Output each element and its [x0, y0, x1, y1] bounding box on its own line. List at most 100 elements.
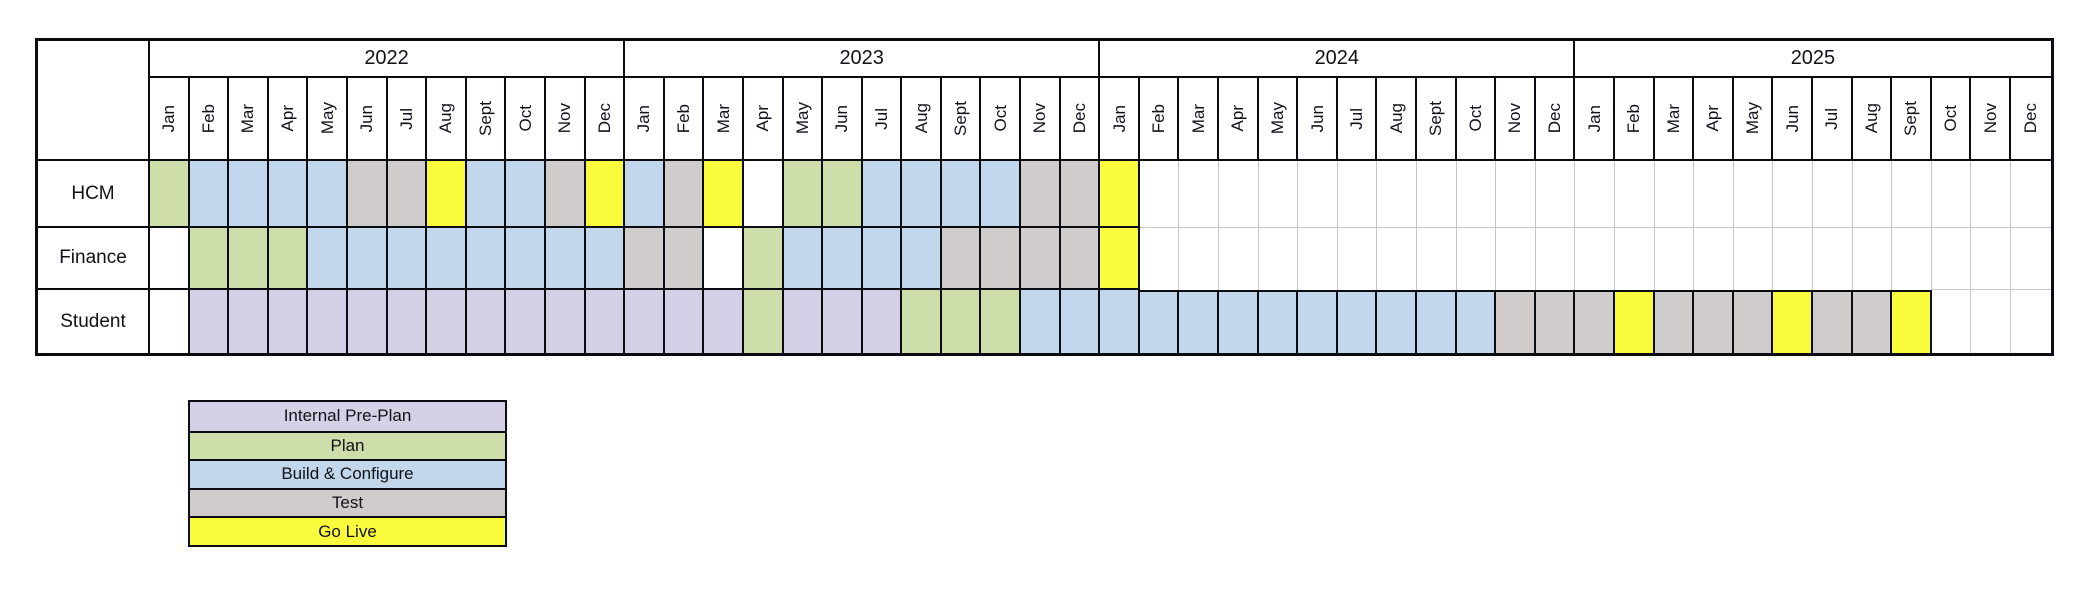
month-header-label: Jun: [832, 104, 852, 133]
gantt-cell: [862, 161, 903, 228]
month-header-jan-2022: Jan: [150, 78, 190, 161]
gantt-cell: [2010, 290, 2051, 353]
month-header-jun-2022: Jun: [347, 78, 388, 161]
month-header-label: Jul: [871, 107, 891, 130]
gantt-cell: [981, 161, 1022, 228]
month-header-apr-2022: Apr: [268, 78, 309, 161]
gantt-cell: [902, 290, 942, 353]
month-header-feb-2025: Feb: [1614, 78, 1655, 161]
gantt-cell: [387, 228, 428, 290]
gantt-cell: [1100, 290, 1140, 353]
gantt-cell: [1258, 161, 1299, 228]
gantt-cell: [1139, 161, 1180, 228]
month-header-label: Jan: [634, 104, 654, 133]
gantt-cell: [1456, 228, 1497, 290]
gantt-cell: [1773, 290, 1813, 353]
gantt-cell: [1733, 290, 1774, 353]
corner-cell: [38, 41, 150, 161]
month-header-label: Oct: [990, 105, 1010, 132]
gantt-cell: [1614, 161, 1655, 228]
gantt-cell: [1258, 228, 1299, 290]
month-header-jun-2025: Jun: [1773, 78, 1813, 161]
gantt-cell: [308, 228, 348, 290]
month-header-label: Sept: [1901, 101, 1921, 136]
gantt-cell: [1812, 228, 1853, 290]
month-header-dec-2023: Dec: [1060, 78, 1101, 161]
gantt-cell: [1496, 161, 1536, 228]
month-header-feb-2024: Feb: [1139, 78, 1180, 161]
gantt-cell: [1694, 228, 1734, 290]
gantt-cell: [2010, 161, 2051, 228]
gantt-cell: [189, 290, 230, 353]
month-header-label: Aug: [911, 103, 931, 134]
gantt-cell: [862, 290, 903, 353]
gantt-cell: [229, 161, 269, 228]
month-header-apr-2025: Apr: [1694, 78, 1734, 161]
month-header-label: Jul: [396, 107, 416, 130]
gantt-cell: [229, 290, 269, 353]
month-header-jan-2023: Jan: [625, 78, 665, 161]
gantt-cell: [150, 228, 190, 290]
gantt-cell: [1852, 290, 1893, 353]
gantt-cell: [743, 290, 784, 353]
gantt-cell: [664, 290, 705, 353]
gantt-cell: [625, 290, 665, 353]
month-header-label: Jan: [1109, 104, 1129, 133]
legend-item-go-live: Go Live: [190, 516, 505, 545]
gantt-cell: [783, 161, 824, 228]
legend-item-label: Internal Pre-Plan: [283, 406, 412, 426]
gantt-cell: [862, 228, 903, 290]
row-label-hcm: HCM: [38, 161, 150, 228]
month-header-may-2024: May: [1258, 78, 1299, 161]
month-header-mar-2022: Mar: [229, 78, 269, 161]
gantt-cell: [1575, 290, 1615, 353]
gantt-cell: [1535, 228, 1576, 290]
gantt-table: 2022 2023 2024 2025 Jan Feb Mar Apr May Jun Jul Aug…: [35, 38, 2054, 356]
gantt-cell: [704, 161, 744, 228]
gantt-cell: [981, 290, 1022, 353]
month-header-sept-2025: Sept: [1892, 78, 1932, 161]
gantt-cell: [506, 228, 546, 290]
gantt-cell: [1100, 161, 1140, 228]
month-header-oct-2023: Oct: [981, 78, 1022, 161]
month-header-label: Aug: [1386, 103, 1406, 134]
month-header-label: Aug: [1861, 103, 1881, 134]
gantt-cell: [150, 161, 190, 228]
month-header-jul-2024: Jul: [1337, 78, 1378, 161]
month-header-label: Nov: [1505, 103, 1525, 134]
gantt-cell: [1298, 290, 1338, 353]
gantt-cell: [387, 290, 428, 353]
month-header-label: Sept: [951, 101, 971, 136]
gantt-cell: [1417, 161, 1457, 228]
gantt-cell: [704, 228, 744, 290]
gantt-cell: [941, 161, 982, 228]
year-header-2023: 2023: [625, 41, 1101, 78]
month-header-apr-2023: Apr: [743, 78, 784, 161]
gantt-cell: [1971, 290, 2011, 353]
gantt-cell: [466, 290, 507, 353]
gantt-cell: [1060, 161, 1101, 228]
month-header-label: Dec: [1545, 103, 1565, 134]
month-header-label: Apr: [1703, 105, 1723, 132]
gantt-cell: [1733, 161, 1774, 228]
month-header-label: Jun: [1307, 104, 1327, 133]
gantt-cell: [308, 161, 348, 228]
month-header-label: May: [1743, 102, 1763, 135]
gantt-cell: [585, 161, 626, 228]
gantt-cell: [1812, 290, 1853, 353]
month-header-label: Mar: [238, 103, 258, 134]
gantt-cell: [1694, 161, 1734, 228]
gantt-cell: [1179, 290, 1220, 353]
month-header-jul-2025: Jul: [1812, 78, 1853, 161]
month-header-label: Oct: [1465, 105, 1485, 132]
month-header-label: Jul: [1347, 107, 1367, 130]
month-header-jun-2024: Jun: [1298, 78, 1338, 161]
gantt-cell: [1654, 290, 1695, 353]
gantt-cell: [1219, 290, 1259, 353]
month-header-jul-2022: Jul: [387, 78, 428, 161]
month-header-label: Sept: [476, 101, 496, 136]
gantt-cell: [902, 161, 942, 228]
gantt-cell: [941, 290, 982, 353]
legend-item-label: Plan: [330, 435, 365, 455]
month-header-aug-2024: Aug: [1377, 78, 1417, 161]
